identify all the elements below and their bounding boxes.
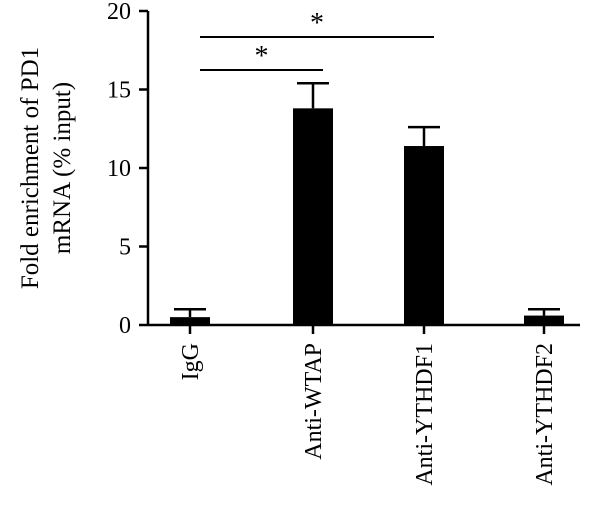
y-axis: 0 5 10 15 20 — [107, 0, 150, 339]
y-axis-label-line1: Fold enrichment of PD1 — [17, 47, 44, 289]
x-tick-label: IgG — [178, 343, 204, 380]
bar — [293, 108, 333, 325]
y-tick-label: 20 — [107, 0, 131, 25]
bar — [524, 315, 564, 325]
y-axis-label-line2: mRNA (% input) — [49, 82, 76, 254]
y-tick-label: 0 — [119, 313, 131, 339]
x-tick-label: Anti-YTHDF2 — [532, 343, 558, 486]
y-tick-label: 5 — [119, 235, 131, 261]
x-tick-label: Anti-WTAP — [301, 343, 327, 460]
significance-brackets: ** — [200, 8, 434, 72]
bars — [170, 81, 564, 325]
x-axis: IgG Anti-WTAP Anti-YTHDF1 Anti-YTHDF2 — [148, 323, 580, 486]
y-tick-label: 10 — [107, 156, 131, 182]
x-tick-label: Anti-YTHDF1 — [412, 343, 438, 486]
significance-star: * — [255, 41, 269, 72]
bar — [404, 146, 444, 325]
bar — [170, 317, 210, 325]
y-tick-label: 15 — [107, 78, 131, 104]
significance-star: * — [310, 8, 324, 39]
